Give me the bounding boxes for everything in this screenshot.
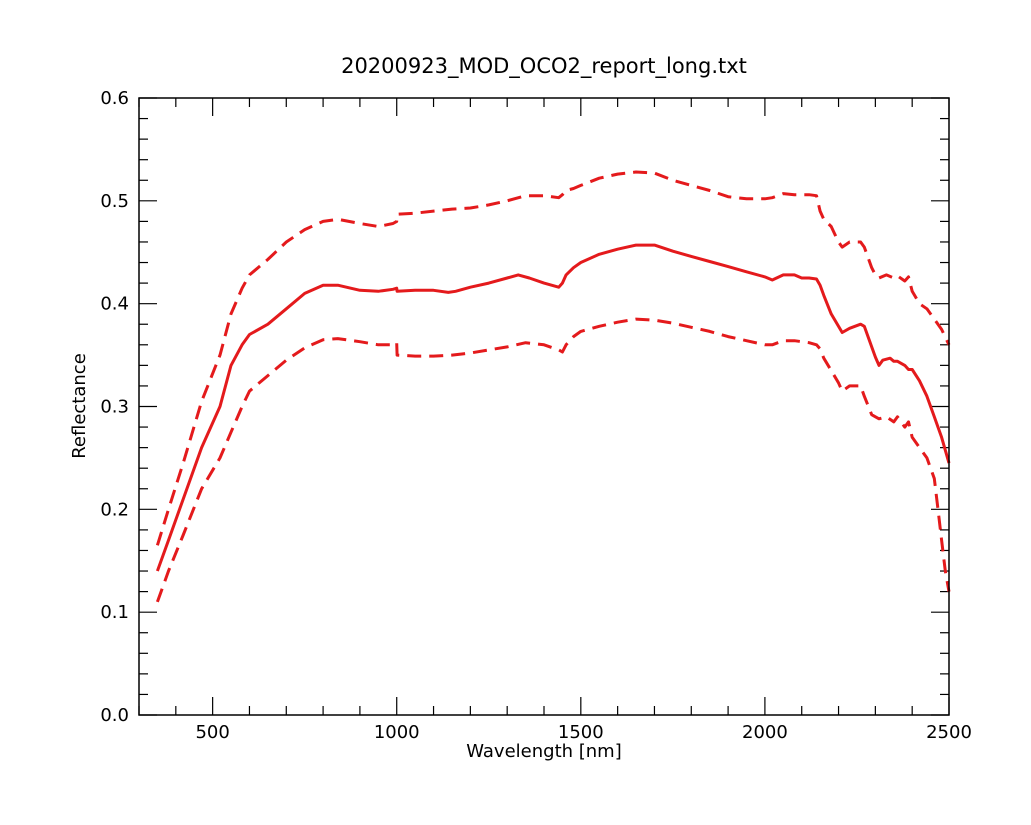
x-tick-label: 1500 — [558, 722, 604, 743]
x-tick-label: 1000 — [374, 722, 420, 743]
chart-title: 20200923_MOD_OCO2_report_long.txt — [341, 54, 747, 79]
plot-frame — [138, 97, 950, 716]
y-tick-label: 0.4 — [100, 294, 129, 315]
y-tick-label: 0.6 — [100, 88, 129, 109]
series-line-solid — [155, 243, 951, 572]
y-tick-label: 0.0 — [100, 705, 129, 726]
x-tick-label: 2000 — [742, 722, 788, 743]
axis-ticks — [138, 97, 950, 716]
y-tick-label: 0.5 — [100, 191, 129, 212]
y-axis-label: Reflectance — [69, 353, 90, 459]
tick-labels: 500 1000 1500 2000 2500 0.0 0.1 0.2 0.3 0.4 0.5 0.6 — [100, 88, 972, 743]
y-tick-label: 0.2 — [100, 499, 129, 520]
series-line-dashed-1 — [155, 170, 951, 546]
plot-lines — [155, 170, 951, 603]
x-axis-label: Wavelength [nm] — [466, 741, 622, 762]
x-tick-label: 500 — [195, 722, 229, 743]
series-line-dashed-2 — [155, 317, 951, 603]
y-tick-label: 0.1 — [100, 602, 129, 623]
x-tick-label: 2500 — [926, 722, 972, 743]
y-tick-label: 0.3 — [100, 397, 129, 418]
